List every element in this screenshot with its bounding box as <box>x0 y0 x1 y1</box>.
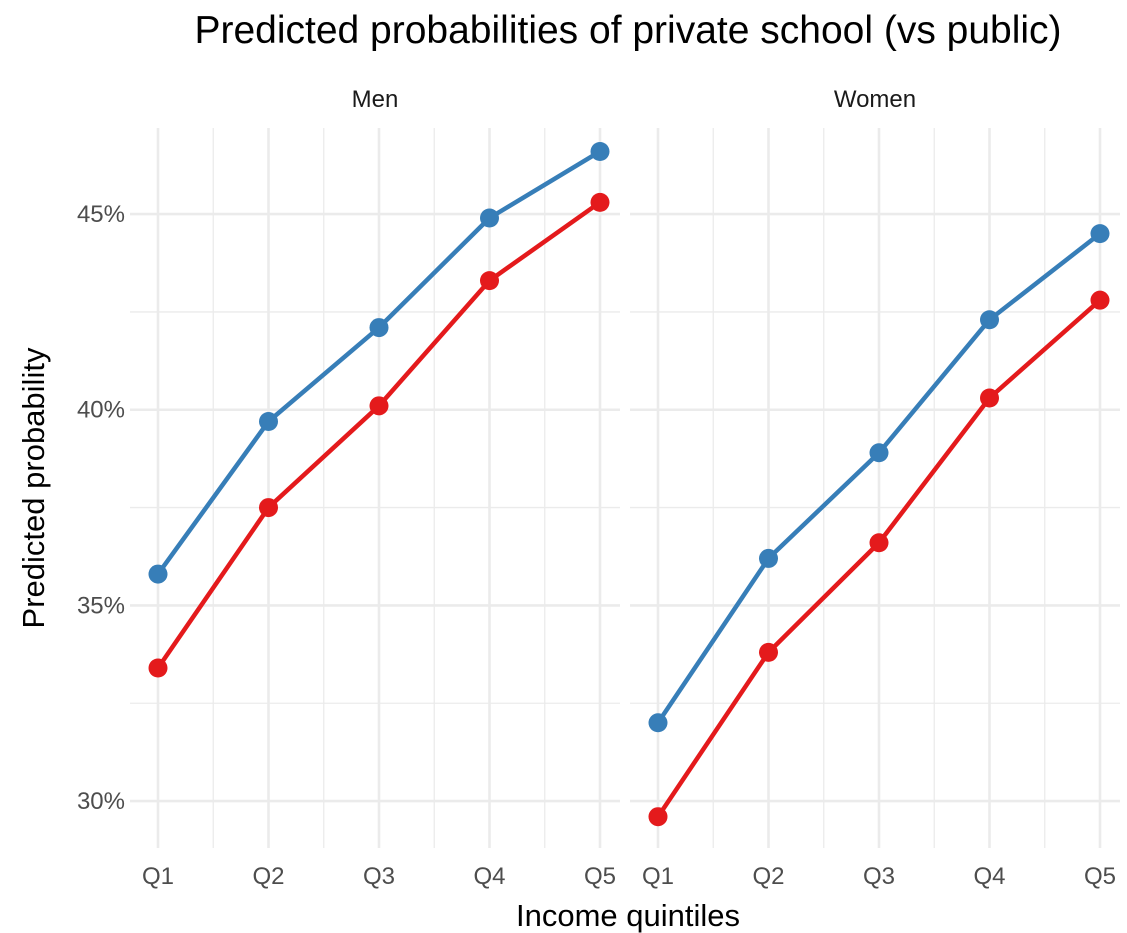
x-axis-title: Income quintiles <box>516 898 740 933</box>
data-point <box>648 807 668 827</box>
x-tick-label: Q4 <box>973 863 1005 890</box>
data-point <box>759 548 778 568</box>
y-tick-label: 30% <box>77 788 125 815</box>
data-point <box>259 411 278 431</box>
facet-panels: Men Q1 Q2 Q3 Q4 Q5 Women Q1 Q2 Q3 Q4 Q5 <box>130 86 1120 890</box>
x-tick-label: Q2 <box>752 863 784 890</box>
data-point <box>148 658 168 678</box>
y-axis-title: Predicted probability <box>16 347 51 628</box>
data-point <box>869 533 889 553</box>
data-point <box>1090 290 1110 310</box>
data-point <box>590 141 610 161</box>
x-tick-label: Q5 <box>584 863 616 890</box>
x-tick-label: Q3 <box>863 863 895 890</box>
data-point <box>480 208 499 228</box>
data-point <box>148 564 168 584</box>
y-tick-label: 35% <box>77 592 125 619</box>
facet-panel-men: Men Q1 Q2 Q3 Q4 Q5 <box>130 86 620 890</box>
y-tick-label: 45% <box>77 201 125 228</box>
chart-title: Predicted probabilities of private schoo… <box>194 9 1061 52</box>
x-tick-label: Q5 <box>1084 863 1116 890</box>
data-point <box>369 396 389 416</box>
facet-label: Men <box>352 86 399 113</box>
data-point <box>480 271 499 291</box>
data-point <box>980 310 999 330</box>
data-point <box>1090 224 1110 244</box>
y-axis: 30% 35% 40% 45% <box>77 201 125 815</box>
data-point <box>869 443 889 463</box>
data-point <box>980 388 999 408</box>
x-tick-label: Q3 <box>363 863 395 890</box>
facet-label: Women <box>834 86 916 113</box>
facet-panel-women: Women Q1 Q2 Q3 Q4 Q5 <box>630 86 1120 890</box>
data-point <box>369 318 389 338</box>
y-tick-label: 40% <box>77 397 125 424</box>
x-tick-label: Q2 <box>252 863 284 890</box>
data-point <box>759 642 778 662</box>
x-tick-label: Q4 <box>473 863 505 890</box>
x-tick-label: Q1 <box>642 863 674 890</box>
data-point <box>259 498 278 518</box>
data-point <box>590 192 610 212</box>
x-tick-label: Q1 <box>142 863 174 890</box>
data-point <box>648 713 668 733</box>
